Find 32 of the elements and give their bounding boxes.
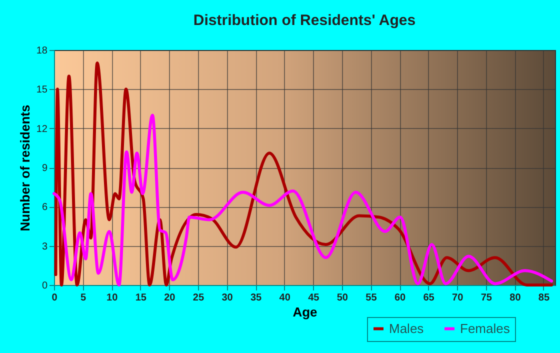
y-tick-label: 9 [42,163,48,174]
line-series [54,62,554,286]
x-tick-label: 80 [510,292,522,304]
x-tick-label: 55 [366,292,378,304]
y-tick-label: 3 [42,241,48,252]
x-tick-label: 50 [336,292,348,304]
x-tick-label: 10 [106,292,118,304]
x-tick-label: 40 [279,292,291,304]
x-tick-label: 15 [135,292,147,304]
y-tick-label: 12 [36,124,48,135]
x-tick-label: 20 [164,292,176,304]
x-tick-label: 30 [222,292,234,304]
y-tick-label: 0 [42,280,48,292]
legend-label: Males [389,320,424,336]
x-tick-label: 75 [480,292,492,304]
x-axis-title: Age [292,304,318,320]
y-axis-title: Number of residents [17,104,32,232]
x-tick-label: 60 [394,292,406,304]
x-tick-label: 70 [452,292,464,304]
y-tick-label: 18 [36,46,48,56]
y-tick-label: 15 [36,84,48,96]
x-tick-label: 25 [192,292,204,304]
legend-label: Females [460,320,510,336]
chart-title: Distribution of Residents' Ages [193,12,416,29]
x-tick-label: 35 [250,292,262,304]
x-tick-label: 85 [538,292,550,304]
y-tick-label: 6 [42,202,48,214]
line-series [52,114,554,286]
x-tick-label: 65 [423,292,435,304]
x-tick-label: 5 [80,292,87,304]
x-tick-label: 0 [52,292,58,304]
x-tick-label: 45 [308,292,320,304]
